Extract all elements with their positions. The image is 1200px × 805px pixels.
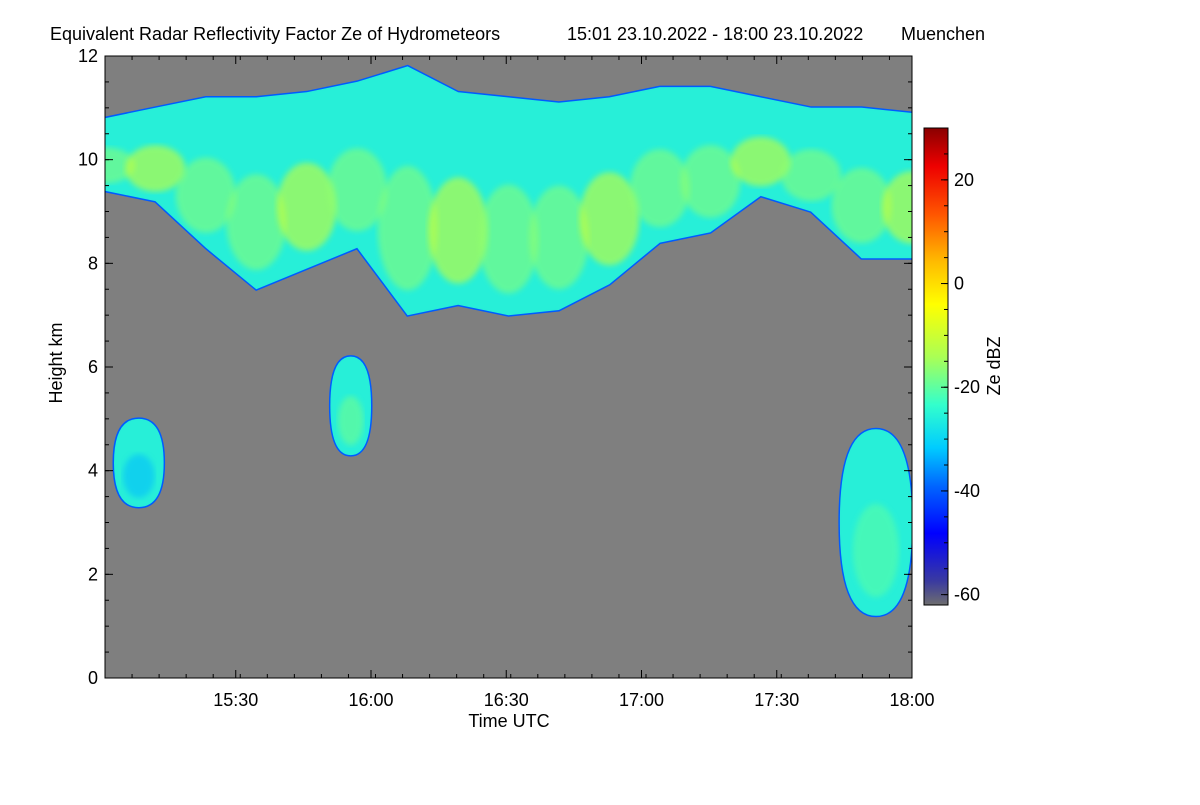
x-tick-label: 16:00 xyxy=(348,690,393,710)
y-tick-label: 8 xyxy=(88,253,98,273)
y-axis: 0 2 4 6 8 10 12 xyxy=(78,46,912,688)
x-axis: 15:30 16:00 16:30 17:00 17:30 18:00 xyxy=(104,56,935,710)
echo-core xyxy=(882,171,912,244)
y-tick-label: 4 xyxy=(88,461,98,481)
echo-low-cloud-left xyxy=(112,417,166,509)
y-axis-label: Height km xyxy=(46,322,66,403)
echo-core xyxy=(337,396,364,446)
echo-core xyxy=(528,185,589,290)
echo-cirrus-layer xyxy=(105,64,912,317)
echo-core xyxy=(125,145,186,192)
echo-core xyxy=(831,167,892,244)
echo-core xyxy=(122,454,155,499)
echo-core xyxy=(629,149,690,228)
colorbar-tick-label: -20 xyxy=(954,377,980,397)
echo-core xyxy=(276,162,337,251)
x-tick-label: 17:00 xyxy=(619,690,664,710)
colorbar-tick-label: -60 xyxy=(954,585,980,605)
echo-mid-level-cell xyxy=(328,355,373,457)
echo-core xyxy=(852,503,900,598)
echo-core xyxy=(730,136,791,187)
echo-core xyxy=(226,174,287,270)
echo-core xyxy=(680,145,741,218)
y-tick-label: 0 xyxy=(88,668,98,688)
x-tick-label: 18:00 xyxy=(889,690,934,710)
x-axis-label: Time UTC xyxy=(468,711,549,731)
colorbar-tick-label: 0 xyxy=(954,274,964,294)
echo-core xyxy=(428,177,489,284)
colorbar-tick-label: 20 xyxy=(954,170,974,190)
echo-layer xyxy=(105,64,912,618)
echo-core xyxy=(327,148,388,232)
colorbar-label: Ze dBZ xyxy=(984,336,1004,395)
colorbar xyxy=(923,127,949,606)
echo-core xyxy=(579,172,640,266)
chart-time-range: 15:01 23.10.2022 - 18:00 23.10.2022 xyxy=(567,24,863,44)
y-tick-label: 2 xyxy=(88,564,98,584)
chart-location: Muenchen xyxy=(901,24,985,44)
x-tick-label: 17:30 xyxy=(754,690,799,710)
chart-title: Equivalent Radar Reflectivity Factor Ze … xyxy=(50,24,500,44)
y-tick-label: 10 xyxy=(78,150,98,170)
y-tick-label: 12 xyxy=(78,46,98,66)
x-tick-label: 16:30 xyxy=(484,690,529,710)
colorbar-tick-label: -40 xyxy=(954,481,980,501)
echo-low-cloud-right xyxy=(838,427,912,618)
echo-core xyxy=(781,149,842,202)
colorbar-axis: -60 -40 -20 0 20 xyxy=(941,127,980,605)
x-tick-label: 15:30 xyxy=(213,690,258,710)
echo-core xyxy=(377,165,438,291)
y-tick-label: 6 xyxy=(88,357,98,377)
echo-core xyxy=(175,157,236,233)
echo-core xyxy=(478,184,539,294)
